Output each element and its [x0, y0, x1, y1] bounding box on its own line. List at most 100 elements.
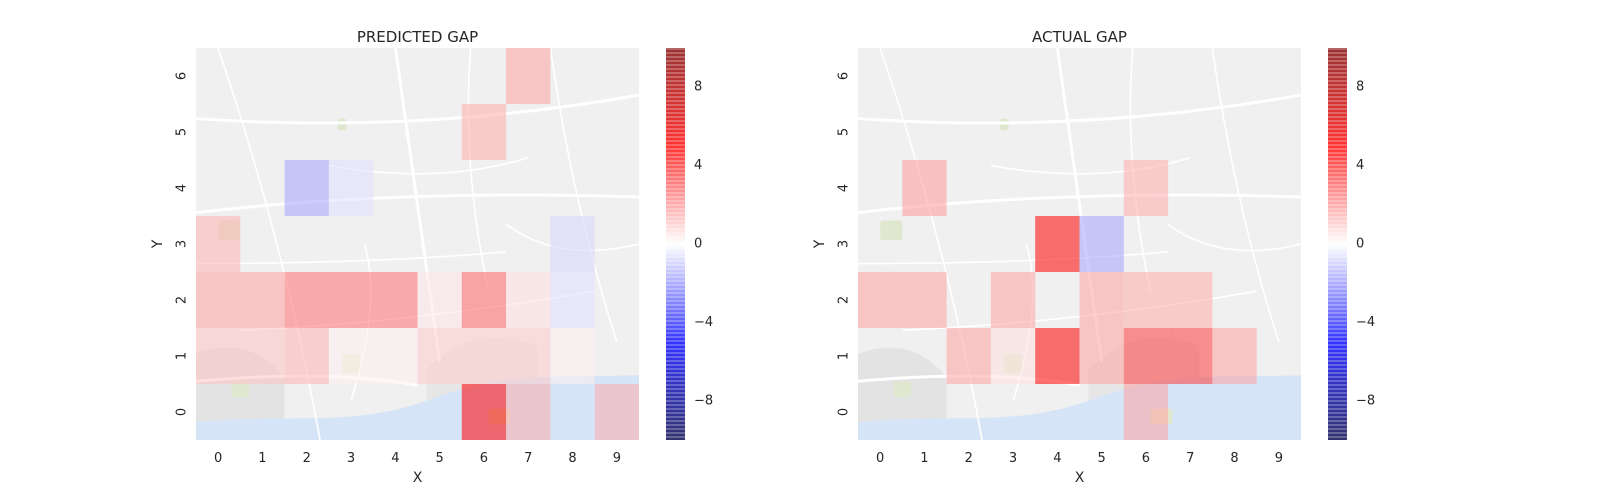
colorbar-tick-label: −8 — [1356, 393, 1375, 408]
y-axis-label: Y — [812, 239, 828, 249]
x-tick-label: 3 — [347, 451, 355, 466]
chart-title: PREDICTED GAP — [357, 28, 478, 46]
heatmap-cell-x2-y1 — [284, 328, 329, 384]
heatmap-cell-x7-y1 — [1168, 328, 1213, 384]
y-tick-label: 4 — [837, 184, 852, 192]
x-axis-label: X — [1075, 470, 1085, 486]
x-tick-label: 1 — [258, 451, 266, 466]
heatmap-cell-x8-y2 — [550, 272, 595, 328]
heatmap-cell-x1-y2 — [240, 272, 285, 328]
x-tick-label: 6 — [480, 451, 488, 466]
heatmap-cell-x2-y2 — [284, 272, 329, 328]
y-tick-label: 3 — [837, 240, 852, 248]
y-axis-label: Y — [150, 239, 166, 249]
x-tick-label: 8 — [1230, 451, 1238, 466]
colorbar-tick-label: −4 — [1356, 315, 1375, 330]
heatmap-cell-x6-y0 — [461, 384, 507, 440]
x-tick-label: 5 — [1098, 451, 1106, 466]
y-tick-label: 0 — [837, 408, 852, 416]
heatmap-cell-x7-y2 — [1168, 272, 1213, 328]
heatmap-cell-x3-y4 — [328, 160, 374, 216]
heatmap-cell-x2-y4 — [284, 160, 329, 216]
y-tick-label: 1 — [837, 352, 852, 360]
heatmap-cell-x4-y1 — [373, 328, 418, 384]
heatmap-cell-x1-y4 — [902, 160, 947, 216]
heatmap-cell-x7-y6 — [506, 48, 551, 104]
heatmap-cell-x6-y1 — [1123, 328, 1169, 384]
x-axis-label: X — [413, 470, 423, 486]
y-tick-label: 0 — [175, 408, 190, 416]
y-tick-label: 1 — [175, 352, 190, 360]
heatmap-cell-x7-y1 — [506, 328, 551, 384]
x-tick-label: 3 — [1009, 451, 1017, 466]
heatmap-cell-x6-y0 — [1123, 384, 1169, 440]
colorbar-tick-label: 8 — [694, 80, 702, 95]
x-tick-label: 9 — [1275, 451, 1283, 466]
x-tick-label: 2 — [965, 451, 973, 466]
heatmap-cell-x0-y3 — [196, 216, 241, 272]
heatmap-cell-x9-y0 — [594, 384, 639, 440]
heatmap-cell-x0-y2 — [196, 272, 241, 328]
x-tick-label: 0 — [214, 451, 222, 466]
heatmap-cell-x3-y2 — [328, 272, 374, 328]
y-tick-label: 3 — [175, 240, 190, 248]
colorbar: −8 −4 0 4 8 — [666, 48, 713, 440]
colorbar-tick-label: −8 — [694, 393, 713, 408]
heatmap-cell-x3-y2 — [990, 272, 1036, 328]
heatmap-cell-x0-y2 — [858, 272, 903, 328]
colorbar-tick-label: 4 — [1356, 158, 1364, 173]
heatmap-cell-x6-y2 — [1123, 272, 1169, 328]
heatmap-cell-x5-y3 — [1079, 216, 1124, 272]
heatmap-cell-x4-y3 — [1035, 216, 1080, 272]
x-tick-label: 8 — [568, 451, 576, 466]
heatmap-cell-x5-y2 — [1079, 272, 1124, 328]
heatmap-cell-x5-y1 — [1079, 328, 1124, 384]
heatmap-cell-x8-y1 — [1212, 328, 1257, 384]
colorbar-tick-label: 0 — [1356, 237, 1364, 252]
heatmap-cell-x4-y2 — [373, 272, 418, 328]
heatmap-cells — [858, 160, 1257, 440]
y-tick-label: 6 — [837, 72, 852, 80]
heatmap-cell-x8-y1 — [550, 328, 595, 384]
x-tick-label: 4 — [1053, 451, 1061, 466]
heatmap-cell-x2-y1 — [946, 328, 991, 384]
heatmap-cell-x4-y1 — [1035, 328, 1080, 384]
predicted-gap-panel: PREDICTED GAP 0 1 2 3 4 5 6 7 8 9 X 0 1 2 3 4 5 6 Y −8 −4 0 4 8 — [150, 28, 713, 486]
x-tick-label: 2 — [303, 451, 311, 466]
y-tick-label: 2 — [837, 296, 852, 304]
x-tick-label: 0 — [876, 451, 884, 466]
heatmap-cell-x1-y1 — [240, 328, 285, 384]
x-tick-label: 6 — [1142, 451, 1150, 466]
x-tick-label: 5 — [436, 451, 444, 466]
heatmap-cell-x5-y1 — [417, 328, 462, 384]
heatmap-cell-x1-y2 — [902, 272, 947, 328]
x-tick-label: 9 — [613, 451, 621, 466]
heatmap-cell-x0-y1 — [196, 328, 241, 384]
colorbar-tick-label: 4 — [694, 158, 702, 173]
colorbar-tick-label: −4 — [694, 315, 713, 330]
x-tick-label: 1 — [920, 451, 928, 466]
y-tick-label: 5 — [175, 128, 190, 136]
x-tick-label: 7 — [1186, 451, 1194, 466]
heatmap-cell-x6-y4 — [1123, 160, 1169, 216]
heatmap-cell-x5-y2 — [417, 272, 462, 328]
actual-gap-panel: ACTUAL GAP 0 1 2 3 4 5 6 7 8 9 X 0 1 2 3 4 5 6 Y −8 −4 0 4 8 — [812, 28, 1375, 486]
heatmap-cell-x6-y2 — [461, 272, 507, 328]
colorbar-tick-label: 8 — [1356, 80, 1364, 95]
chart-title: ACTUAL GAP — [1032, 28, 1127, 46]
heatmap-cell-x7-y2 — [506, 272, 551, 328]
heatmap-cell-x8-y3 — [550, 216, 595, 272]
y-tick-label: 6 — [175, 72, 190, 80]
y-tick-label: 5 — [837, 128, 852, 136]
colorbar: −8 −4 0 4 8 — [1328, 48, 1375, 440]
heatmap-cell-x6-y1 — [461, 328, 507, 384]
colorbar-tick-label: 0 — [694, 237, 702, 252]
heatmap-cell-x3-y1 — [328, 328, 374, 384]
x-tick-label: 4 — [391, 451, 399, 466]
y-tick-label: 2 — [175, 296, 190, 304]
heatmap-cell-x6-y5 — [461, 104, 507, 160]
x-tick-label: 7 — [524, 451, 532, 466]
heatmap-cells — [196, 48, 639, 440]
heatmap-cell-x3-y1 — [990, 328, 1036, 384]
